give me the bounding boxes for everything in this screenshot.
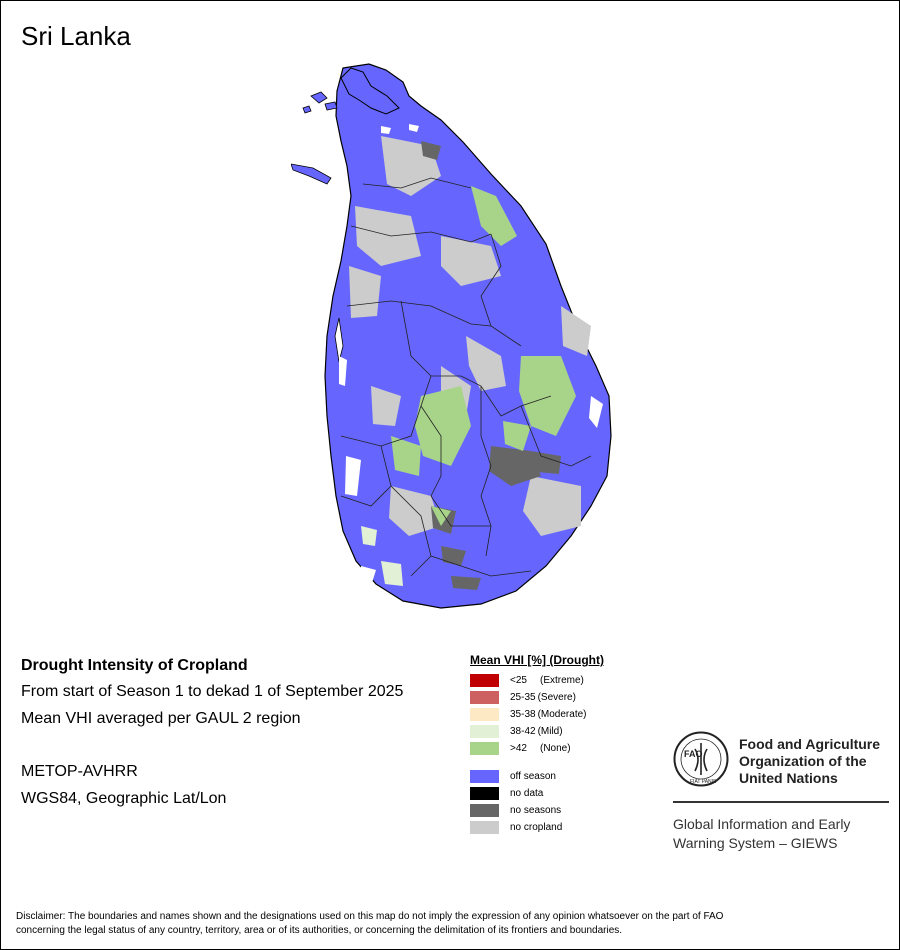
info-method: Mean VHI averaged per GAUL 2 region — [21, 710, 301, 727]
disclaimer: Disclaimer: The boundaries and names sho… — [16, 910, 886, 938]
legend-range: <25 — [510, 675, 527, 686]
legend-title: Mean VHI [%] (Drought) — [470, 653, 604, 667]
map-title: Sri Lanka — [21, 21, 131, 51]
legend-item-none: >42 (None) — [470, 740, 604, 757]
giews-name: Global Information and Early Warning Sys… — [673, 815, 889, 853]
legend-swatch — [470, 787, 499, 800]
no-cropland-areas — [349, 136, 591, 536]
legend-swatch — [470, 742, 499, 755]
logo-divider — [673, 801, 889, 803]
legend-item-moderate: 35-38 (Moderate) — [470, 706, 604, 723]
legend-item-no-data: no data — [470, 785, 604, 802]
island-fragment — [310, 91, 328, 104]
fao-org-line: United Nations — [739, 770, 838, 786]
fao-org-line: Food and Agriculture — [739, 736, 881, 752]
vhi-mild-areas — [361, 526, 403, 586]
disclaimer-line: Disclaimer: The boundaries and names sho… — [16, 911, 724, 922]
jaffna-peninsula — [340, 67, 400, 115]
legend-swatch — [470, 674, 499, 687]
legend-swatch — [470, 708, 499, 721]
giews-line: Global Information and Early — [673, 816, 851, 832]
sri-lanka-map — [291, 63, 612, 609]
legend-item-mild: 38-42 (Mild) — [470, 723, 604, 740]
fao-org-name: Food and Agriculture Organization of the… — [739, 736, 880, 787]
island-fragment — [302, 105, 312, 114]
legend-label: off season — [510, 771, 556, 782]
legend-range: >42 — [510, 743, 527, 754]
legend-item-severe: 25-35 (Severe) — [470, 689, 604, 706]
kalpitiya-spit — [334, 317, 344, 363]
info-projection: WGS84, Geographic Lat/Lon — [21, 790, 227, 807]
info-period: From start of Season 1 to dekad 1 of Sep… — [21, 683, 404, 700]
legend-label: no seasons — [510, 805, 562, 816]
legend-item-no-seasons: no seasons — [470, 802, 604, 819]
legend-label: no cropland — [510, 822, 563, 833]
info-heading: Drought Intensity of Cropland — [21, 657, 248, 674]
legend-range: 25-35 — [510, 692, 536, 703]
legend-swatch — [470, 804, 499, 817]
fao-letter: FAO — [684, 749, 703, 759]
legend-swatch — [470, 725, 499, 738]
giews-line: Warning System – GIEWS — [673, 835, 838, 851]
legend-swatch — [470, 821, 499, 834]
map-legend: Mean VHI [%] (Drought) <25 (Extreme) 25-… — [470, 653, 604, 836]
info-sensor: METOP-AVHRR — [21, 763, 138, 780]
fao-org-line: Organization of the — [739, 753, 867, 769]
legend-label: (Mild) — [537, 726, 563, 737]
legend-item-off-season: off season — [470, 768, 604, 785]
district-boundaries — [340, 177, 592, 577]
legend-label: (Severe) — [537, 692, 576, 703]
legend-range: 35-38 — [510, 709, 536, 720]
legend-item-no-cropland: no cropland — [470, 819, 604, 836]
map-info: Drought Intensity of Cropland From start… — [21, 657, 403, 817]
legend-range: 38-42 — [510, 726, 536, 737]
fao-logo-block: FAO FIAT PANIS Food and Agriculture Orga… — [673, 731, 889, 853]
legend-label: (Extreme) — [540, 675, 584, 686]
no-seasons-areas — [421, 141, 561, 590]
island-fragment — [324, 101, 338, 111]
mannar-island — [291, 163, 332, 185]
fao-motto: FIAT PANIS — [690, 779, 717, 785]
fao-emblem-icon: FAO FIAT PANIS — [673, 731, 729, 787]
legend-swatch — [470, 691, 499, 704]
legend-label: no data — [510, 788, 544, 799]
legend-swatch — [470, 770, 499, 783]
legend-item-extreme: <25 (Extreme) — [470, 672, 604, 689]
gap-areas — [339, 124, 603, 586]
vhi-none-areas — [391, 186, 576, 526]
legend-label: (None) — [540, 743, 571, 754]
legend-label: (Moderate) — [537, 709, 587, 720]
disclaimer-line: concerning the legal status of any count… — [16, 925, 623, 936]
